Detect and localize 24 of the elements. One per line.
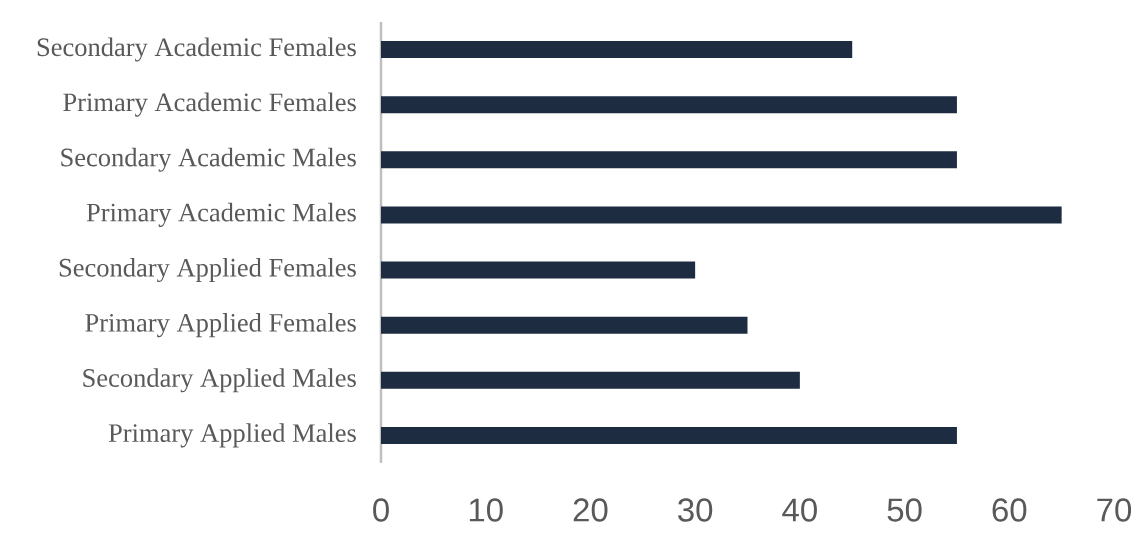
y-tick-label: Primary Applied Females <box>85 313 356 338</box>
y-tick-label: Primary Academic Females <box>63 92 356 117</box>
x-tick-label: 70 <box>1097 498 1132 522</box>
bar <box>381 206 1062 224</box>
y-tick-label: Secondary Academic Males <box>61 147 356 172</box>
y-tick-label: Secondary Applied Males <box>83 368 356 393</box>
bar <box>381 316 748 334</box>
y-tick-label: Primary Academic Males <box>86 202 356 227</box>
x-tick-label: 10 <box>469 498 503 522</box>
y-tick-label: Secondary Applied Females <box>59 257 356 283</box>
y-tick-label: Secondary Academic Females <box>37 37 356 62</box>
bar <box>381 371 800 389</box>
bar <box>381 261 696 279</box>
x-tick-label: 50 <box>887 498 922 522</box>
y-tick-label: Primary Applied Males <box>108 423 356 448</box>
x-tick-label: 0 <box>373 498 389 522</box>
bar <box>381 41 853 59</box>
x-tick-label: 40 <box>782 498 817 522</box>
x-tick-label: 60 <box>992 498 1027 522</box>
bar <box>381 151 957 169</box>
bar <box>381 426 957 444</box>
bar <box>381 96 957 114</box>
x-tick-label: 30 <box>678 498 713 522</box>
x-tick-label: 20 <box>573 498 608 522</box>
